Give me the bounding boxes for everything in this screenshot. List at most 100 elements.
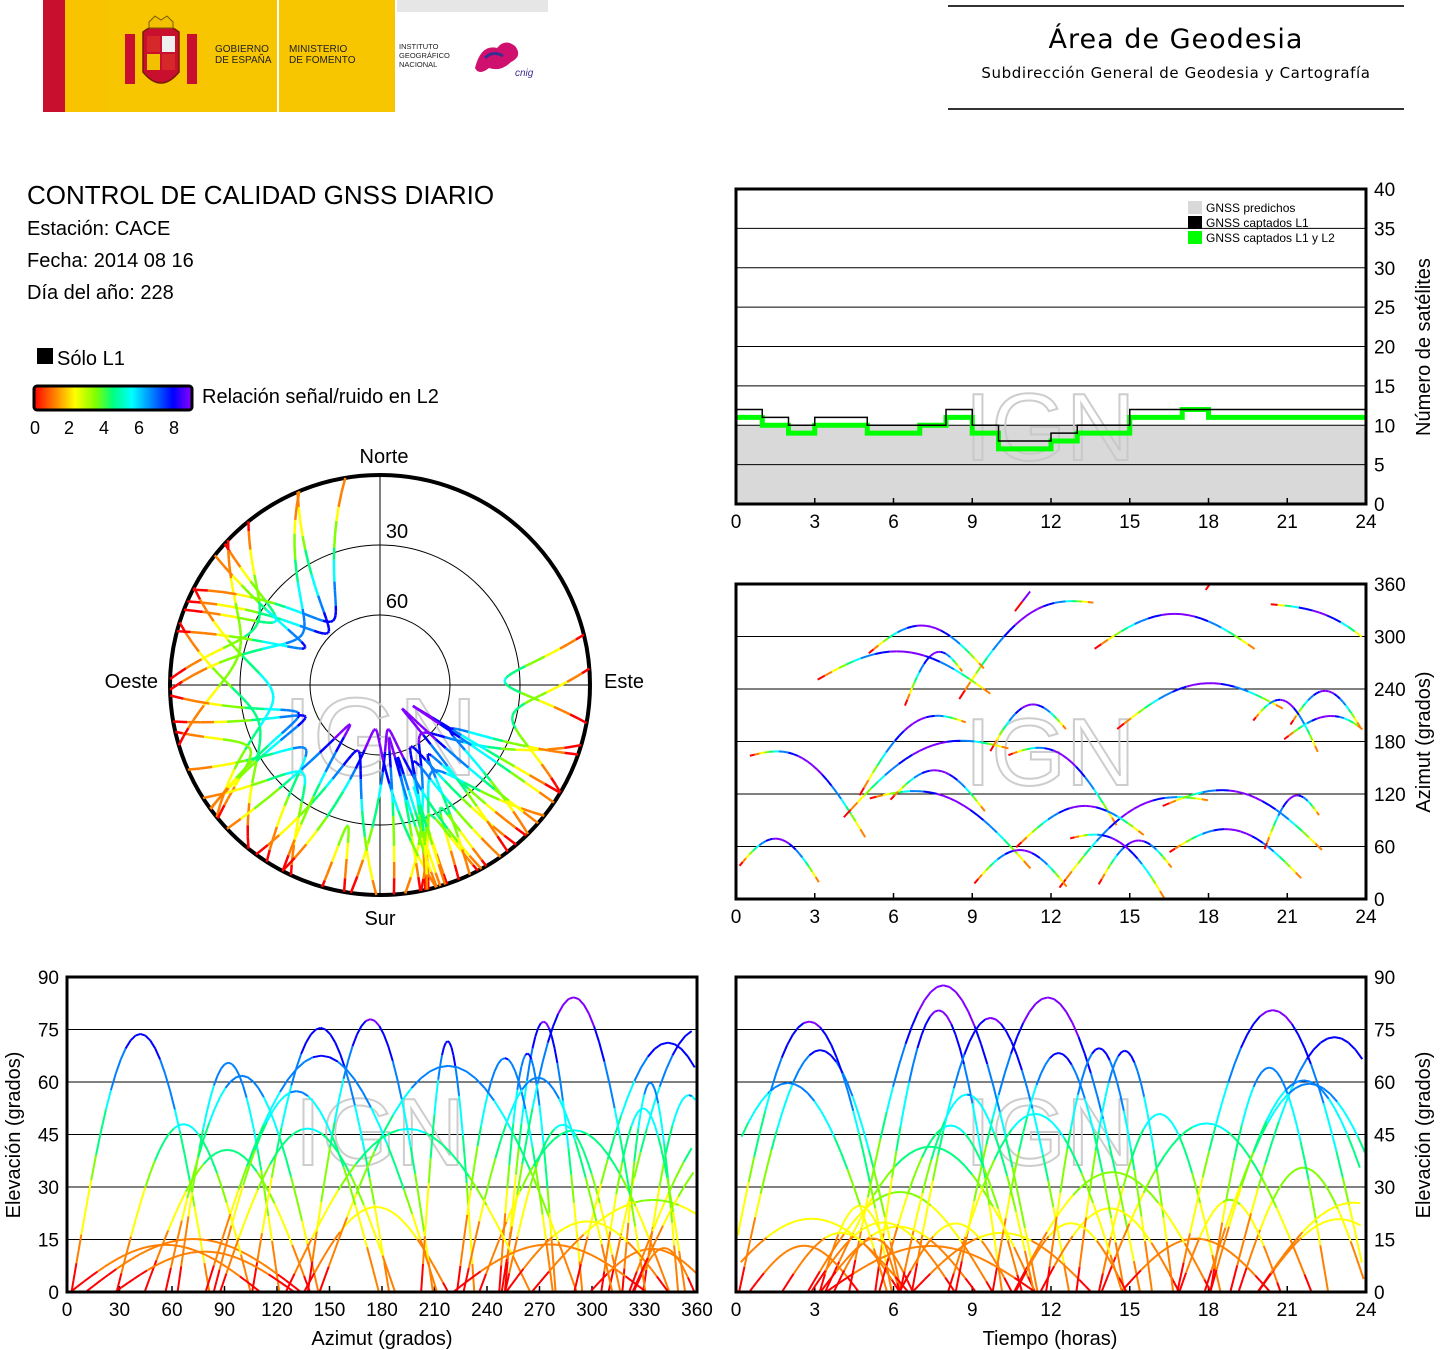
elevation-time-track-segment (1017, 1131, 1025, 1152)
elevation-time-track-segment (1029, 1112, 1036, 1116)
elevation-azimuth-track-segment (339, 1053, 347, 1069)
elevation-time-track-segment (992, 1257, 998, 1265)
elevation-time-track-segment (1101, 1254, 1108, 1274)
elevation-time-track-segment (882, 1204, 889, 1234)
elevation-time-track-segment (1040, 1064, 1047, 1075)
azimuth-track-segment (1300, 718, 1306, 725)
azimuth-track-segment (1021, 705, 1026, 710)
skyplot-track-segment (415, 783, 420, 795)
elevation-azimuth-track-segment (558, 1098, 566, 1111)
skyplot-track-segment (459, 736, 473, 747)
skyplot-west-label: Oeste (105, 671, 158, 693)
elevation-time-track-segment (850, 1281, 856, 1288)
elevation-time-track-segment (1354, 1253, 1361, 1267)
azimuth-track-segment (872, 644, 880, 651)
elevation-azimuth-track-segment (300, 1042, 307, 1055)
skyplot-track-segment (483, 734, 494, 740)
skyplot-track-segment (419, 757, 423, 767)
elevation-azimuth-track-segment (551, 1231, 559, 1238)
elevation-time-track-segment (942, 1011, 948, 1018)
elevation-azimuth-track-segment (511, 1131, 523, 1152)
azimuth-track-segment (1227, 684, 1235, 688)
elevation-azimuth-track-segment (600, 1271, 606, 1293)
azimuth-track-segment (1044, 747, 1050, 751)
azimuth-track-segment (1094, 643, 1102, 650)
azimuth-track-segment (1207, 620, 1216, 626)
elevation-azimuth-track-segment (655, 1275, 664, 1285)
azimuth-track-segment (1152, 846, 1158, 851)
skyplot-track-segment (294, 772, 301, 781)
elevation-time-track-segment (873, 1138, 882, 1168)
skyplot-track-segment (422, 866, 427, 879)
azimuth-track-segment (1164, 796, 1171, 799)
elevation-time-track-segment (881, 1261, 890, 1271)
skyplot-track-segment (286, 714, 294, 718)
azimuth-track-segment (936, 792, 944, 797)
elevation-time-track-segment (915, 1146, 924, 1151)
elevation-time-y-tick-label: 75 (1374, 1021, 1395, 1042)
azimuth-track-segment (1284, 700, 1289, 704)
elevation-azimuth-track-segment (647, 1048, 656, 1058)
elevation-azimuth-track-segment (659, 1193, 670, 1213)
elevation-time-track-segment (1013, 1246, 1022, 1263)
elevation-time-track-segment (856, 1245, 861, 1250)
elevation-azimuth-track-segment (338, 1078, 345, 1100)
azimuth-track-segment (792, 753, 799, 757)
azimuth-track-segment (863, 779, 870, 789)
elevation-time-track-segment (1312, 1041, 1322, 1051)
elevation-time-track-segment (1071, 1229, 1079, 1237)
elevation-azimuth-track-segment (660, 1249, 666, 1253)
elevation-azimuth-track-segment (227, 1148, 234, 1152)
elevation-azimuth-track-segment (313, 1101, 321, 1112)
skyplot-track-segment (267, 738, 277, 747)
elevation-azimuth-track-segment (645, 1108, 650, 1114)
elevation-time-track-segment (1065, 1011, 1074, 1024)
elevation-azimuth-track-segment (542, 1078, 550, 1084)
azimuth-track-segment (1149, 843, 1154, 848)
elevation-azimuth-track-segment (344, 1163, 353, 1177)
elevation-time-track-segment (1031, 1239, 1039, 1246)
elevation-azimuth-track-segment (600, 1159, 609, 1185)
elevation-time-track-segment (806, 1281, 815, 1293)
azimuth-track-segment (816, 768, 823, 776)
skyplot-track-segment (216, 811, 223, 819)
skyplot-track-segment (295, 817, 300, 827)
elevation-time-track-segment (890, 1279, 897, 1287)
skyplot-track-segment (303, 746, 307, 750)
skyplot-track-segment (244, 706, 256, 710)
skyplot-track-segment (425, 826, 431, 836)
skyplot-track-segment (285, 771, 291, 776)
skyplot-track-segment (423, 845, 428, 860)
elevation-time-track-segment (1203, 1279, 1212, 1293)
azimuth-track-segment (1283, 860, 1291, 868)
azimuth-track-segment (1062, 724, 1067, 730)
elevation-time-track-segment (1119, 1094, 1125, 1112)
skyplot-track-segment (514, 707, 519, 712)
azimuth-track-segment (1114, 838, 1121, 844)
elevation-time-track-segment (1272, 1068, 1278, 1074)
elevation-azimuth-track-segment (221, 1148, 228, 1152)
skyplot-track-segment (491, 825, 506, 837)
elevation-azimuth-track-segment (582, 1226, 593, 1236)
elevation-azimuth-track-segment (524, 1108, 530, 1127)
satellite-count-x-ticks: 0 3 6 9 12 15 18 21 24 (731, 512, 1377, 533)
elevation-azimuth-track-segment (197, 1133, 204, 1142)
skyplot-track-segment (443, 779, 454, 790)
elevation-time-track-segment (1276, 1282, 1282, 1293)
elevation-azimuth-track-segment (387, 1045, 394, 1062)
elevation-azimuth-track-segment (459, 1239, 465, 1266)
skyplot-track-segment (234, 768, 246, 780)
elevation-azimuth-track-segment (510, 1123, 515, 1144)
skyplot-track-segment (435, 738, 447, 749)
elevation-time-track-segment (1068, 1147, 1077, 1161)
elevation-time-track-segment (1097, 1219, 1106, 1238)
elevation-azimuth-track-segment (370, 1205, 377, 1209)
elevation-azimuth-track-segment (433, 1095, 438, 1115)
elevation-time-track-segment (1249, 1216, 1255, 1224)
elevation-azimuth-track-segment (229, 1189, 240, 1215)
elevation-time-track-segment (1163, 1145, 1173, 1157)
azimuth-track-segment (1050, 867, 1056, 874)
skyplot-track-segment (300, 760, 306, 767)
skyplot-track-segment (368, 865, 374, 881)
elevation-azimuth-track-segment (563, 1244, 571, 1249)
